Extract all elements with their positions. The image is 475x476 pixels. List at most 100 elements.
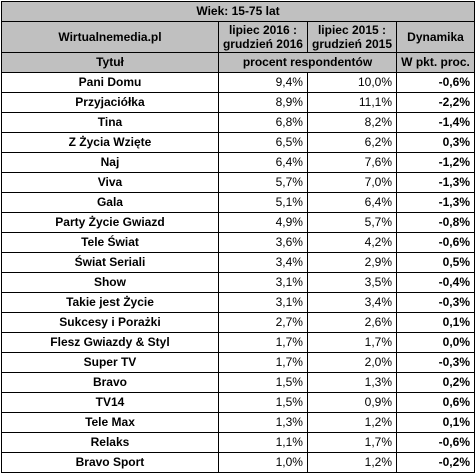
period-2016-line1: lipiec 2016 : xyxy=(228,23,297,37)
share-2015-cell: 7,0% xyxy=(306,172,398,193)
table-row: Gala 5,1% 6,4% -1,3% xyxy=(1,192,475,213)
table-row: Relaks 1,1% 1,7% -0,6% xyxy=(1,432,475,453)
magazine-title-cell: TV14 xyxy=(1,392,219,413)
dynamics-cell: 0,0% xyxy=(396,332,475,353)
share-2015-cell: 6,4% xyxy=(306,192,398,213)
share-2016-cell: 3,1% xyxy=(217,272,308,293)
share-2015-cell: 10,0% xyxy=(306,72,398,93)
table-row: Pani Domu 9,4% 10,0% -0,6% xyxy=(1,72,475,93)
unit-header: procent respondentów xyxy=(217,52,398,73)
share-2016-cell: 1,7% xyxy=(217,332,308,353)
share-2016-cell: 9,4% xyxy=(217,72,308,93)
dynamics-cell: -0,8% xyxy=(396,212,475,233)
magazine-title-cell: Flesz Gwiazdy & Styl xyxy=(1,332,219,353)
dynamics-unit-header: W pkt. proc. xyxy=(396,52,475,73)
share-2016-cell: 5,7% xyxy=(217,172,308,193)
dynamics-cell: -0,3% xyxy=(396,352,475,373)
share-2016-cell: 6,5% xyxy=(217,132,308,153)
table-row: Party Życie Gwiazd 4,9% 5,7% -0,8% xyxy=(1,212,475,233)
share-2015-cell: 2,6% xyxy=(306,312,398,333)
share-2015-cell: 3,5% xyxy=(306,272,398,293)
share-2015-cell: 11,1% xyxy=(306,92,398,113)
share-2015-cell: 0,9% xyxy=(306,392,398,413)
share-2016-cell: 4,9% xyxy=(217,212,308,233)
table-row: Tele Max 1,3% 1,2% 0,1% xyxy=(1,412,475,433)
share-2015-cell: 5,7% xyxy=(306,212,398,233)
table-row: Flesz Gwiazdy & Styl 1,7% 1,7% 0,0% xyxy=(1,332,475,353)
dynamics-cell: -0,2% xyxy=(396,452,475,473)
magazine-title-cell: Przyjaciółka xyxy=(1,92,219,113)
header-row: Wirtualnemedia.pl lipiec 2016 : grudzień… xyxy=(1,21,475,53)
magazine-title-cell: Sukcesy i Porażki xyxy=(1,312,219,333)
magazine-title-cell: Z Życia Wzięte xyxy=(1,132,219,153)
magazine-title-cell: Gala xyxy=(1,192,219,213)
dynamics-cell: 0,5% xyxy=(396,252,475,273)
table-row: Przyjaciółka 8,9% 11,1% -2,2% xyxy=(1,92,475,113)
magazine-title-cell: Show xyxy=(1,272,219,293)
dynamics-cell: -2,2% xyxy=(396,92,475,113)
magazine-title-cell: Relaks xyxy=(1,432,219,453)
share-2016-cell: 3,1% xyxy=(217,292,308,313)
magazine-title-cell: Bravo xyxy=(1,372,219,393)
share-2015-cell: 1,7% xyxy=(306,332,398,353)
table-row: Z Życia Wzięte 6,5% 6,2% 0,3% xyxy=(1,132,475,153)
period-2016-header: lipiec 2016 : grudzień 2016 xyxy=(217,21,308,53)
table-row: TV14 1,5% 0,9% 0,6% xyxy=(1,392,475,413)
dynamics-cell: 0,1% xyxy=(396,412,475,433)
magazine-title-cell: Party Życie Gwiazd xyxy=(1,212,219,233)
table-row: Bravo Sport 1,0% 1,2% -0,2% xyxy=(1,452,475,473)
share-2016-cell: 5,1% xyxy=(217,192,308,213)
magazine-title-cell: Świat Seriali xyxy=(1,252,219,273)
period-2016-line2: grudzień 2016 xyxy=(222,37,303,51)
share-2015-cell: 6,2% xyxy=(306,132,398,153)
period-2015-header: lipiec 2015 : grudzień 2015 xyxy=(306,21,398,53)
share-2016-cell: 3,4% xyxy=(217,252,308,273)
dynamics-cell: -0,6% xyxy=(396,232,475,253)
dynamics-cell: 0,3% xyxy=(396,132,475,153)
age-banner: Wiek: 15-75 lat xyxy=(1,1,475,22)
share-2015-cell: 1,2% xyxy=(306,452,398,473)
share-2016-cell: 6,4% xyxy=(217,152,308,173)
magazine-title-cell: Takie jest Życie xyxy=(1,292,219,313)
table-row: Show 3,1% 3,5% -0,4% xyxy=(1,272,475,293)
table-row: Świat Seriali 3,4% 2,9% 0,5% xyxy=(1,252,475,273)
magazine-title-cell: Tele Max xyxy=(1,412,219,433)
share-2015-cell: 2,9% xyxy=(306,252,398,273)
table-row: Super TV 1,7% 2,0% -0,3% xyxy=(1,352,475,373)
dynamics-cell: -1,3% xyxy=(396,192,475,213)
share-2016-cell: 1,0% xyxy=(217,452,308,473)
dynamics-cell: 0,2% xyxy=(396,372,475,393)
share-2016-cell: 1,7% xyxy=(217,352,308,373)
share-2016-cell: 1,3% xyxy=(217,412,308,433)
share-2015-cell: 3,4% xyxy=(306,292,398,313)
dynamics-cell: 0,1% xyxy=(396,312,475,333)
banner-row: Wiek: 15-75 lat xyxy=(1,1,475,22)
dynamics-cell: -0,3% xyxy=(396,292,475,313)
dynamics-cell: -1,3% xyxy=(396,172,475,193)
share-2016-cell: 6,8% xyxy=(217,112,308,133)
dynamics-cell: -1,4% xyxy=(396,112,475,133)
share-2016-cell: 1,1% xyxy=(217,432,308,453)
table-row: Bravo 1,5% 1,3% 0,2% xyxy=(1,372,475,393)
dynamics-cell: -0,6% xyxy=(396,72,475,93)
magazine-title-cell: Viva xyxy=(1,172,219,193)
table-row: Naj 6,4% 7,6% -1,2% xyxy=(1,152,475,173)
share-2015-cell: 4,2% xyxy=(306,232,398,253)
share-2016-cell: 8,9% xyxy=(217,92,308,113)
share-2016-cell: 1,5% xyxy=(217,392,308,413)
magazine-title-cell: Naj xyxy=(1,152,219,173)
magazine-title-cell: Tele Świat xyxy=(1,232,219,253)
dynamics-cell: -0,4% xyxy=(396,272,475,293)
dynamics-cell: 0,6% xyxy=(396,392,475,413)
magazine-title-cell: Bravo Sport xyxy=(1,452,219,473)
dynamics-cell: -0,6% xyxy=(396,432,475,453)
dynamics-cell: -1,2% xyxy=(396,152,475,173)
magazine-title-cell: Pani Domu xyxy=(1,72,219,93)
dynamics-header: Dynamika xyxy=(396,21,475,53)
table-row: Tele Świat 3,6% 4,2% -0,6% xyxy=(1,232,475,253)
magazine-title-cell: Tina xyxy=(1,112,219,133)
subheader-row: Tytuł procent respondentów W pkt. proc. xyxy=(1,52,475,73)
share-2016-cell: 2,7% xyxy=(217,312,308,333)
